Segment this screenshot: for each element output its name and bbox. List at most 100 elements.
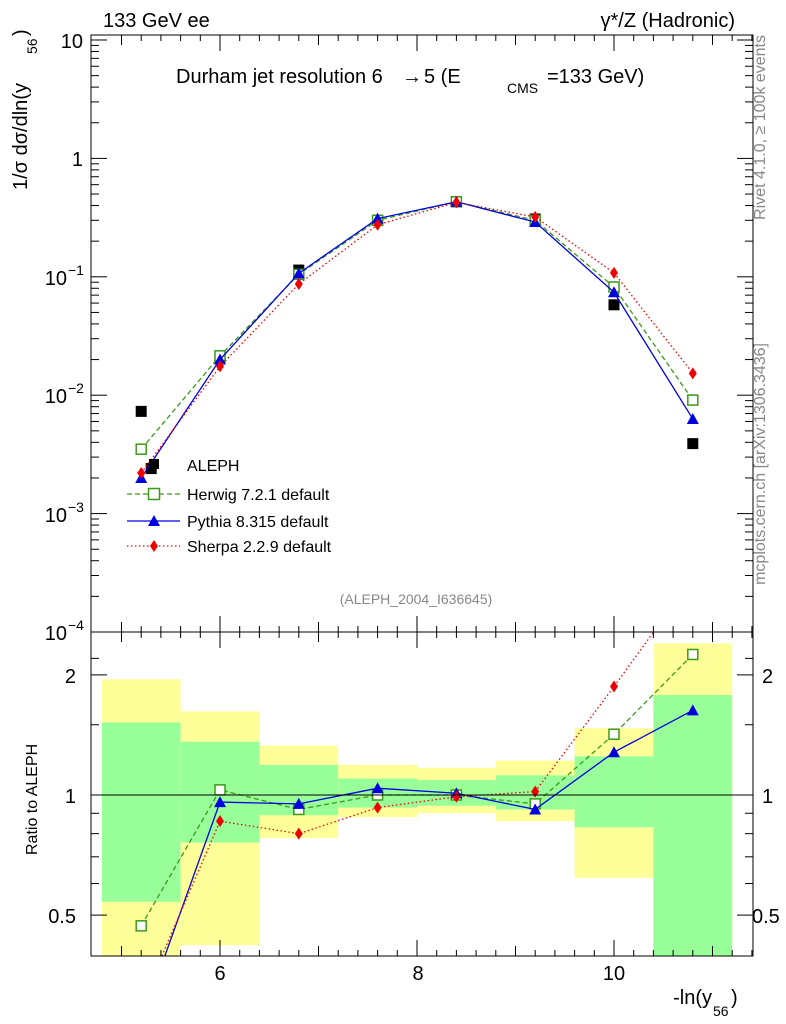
axis-ticks [91,35,753,956]
point-sherpa-4-1 [216,360,224,373]
line-sherpa [140,201,694,474]
point-sherpa-4-0 [137,467,146,480]
ratio-point-pythia-1 [214,796,226,808]
chart-title-sub: CMS [507,80,538,96]
main-series [135,195,699,483]
legend-label-sherpa: Sherpa 2.2.9 default [187,539,332,556]
y-tick-label-1e-2: 10 [45,386,67,408]
legend-marker-aleph [149,459,159,469]
ratio-bands [101,643,733,956]
legend-label-herwig: Herwig 7.2.1 default [187,487,330,504]
ratio-point-herwig-1 [214,784,226,796]
x-tick-label-6: 6 [214,963,225,985]
y-tick-label-1e-3: 10 [45,505,67,527]
y-tick-exp-1e-1: −1 [68,262,84,278]
ratio-y-axis-label: Ratio to ALEPH [24,744,41,855]
ratio-point-pythia-0 [135,1016,147,1024]
chart-title-arrow: → [402,66,422,88]
ratio-y-tick-labels: 2 1 0.5 2 1 0.5 [48,666,780,928]
ratio-y-tick-05-left: 0.5 [48,906,76,928]
rivet-label: Rivet 4.1.0, ≥ 100k events [752,35,769,220]
point-pythia-3-1 [214,353,226,365]
ratio-line-sherpa [161,632,655,956]
chart-title-end: =133 GeV) [547,66,644,88]
analysis-watermark: (ALEPH_2004_I636645) [340,591,493,607]
point-sherpa-4-7 [688,367,697,380]
y-tick-exp-1e-4: −4 [68,617,84,633]
point-aleph-0-0 [135,405,147,417]
y-tick-label-1: 1 [72,149,83,171]
legend-marker-pythia [148,515,160,526]
ratio-line-pythia [164,709,694,956]
x-axis-label-main: -ln(y [673,987,712,1009]
point-pythia-3-2 [292,267,305,279]
ratio-point-pythia-3 [371,782,384,794]
legend-marker-sherpa [150,540,158,552]
x-tick-label-8: 8 [412,963,423,985]
ratio-y-tick-2-left: 2 [65,666,76,688]
ratio-point-pythia-6 [608,746,620,758]
ratio-y-tick-05-right: 0.5 [752,906,780,928]
ratio-point-pythia-7 [686,704,699,716]
point-herwig-2-0 [135,443,147,455]
legend-marker-herwig [147,487,161,501]
ratio-point-herwig-0 [135,920,147,932]
ratio-point-sherpa-7 [689,572,697,584]
y-tick-label-1e-4: 10 [45,623,67,645]
ratio-point-sherpa-2 [294,827,303,840]
point-herwig-2-7 [687,394,699,406]
main-y-axis-label-main: 1/σ dσ/dln(y [10,83,32,190]
point-pythia-3-6 [608,286,620,298]
chart-title-main: Durham jet resolution 6 [176,66,383,88]
band-green-0 [101,722,181,902]
point-sherpa-4-3 [373,218,382,231]
point-aleph-0-7 [687,438,699,450]
legend-label-aleph: ALEPH [187,458,239,475]
main-y-axis-label-close: ) [10,29,32,36]
point-pythia-3-3 [371,212,384,224]
x-tick-label-10: 10 [603,963,625,985]
band-green-7 [653,695,733,956]
ratio-point-herwig-6 [608,728,620,740]
band-green-6 [574,756,654,828]
point-aleph-0-6 [608,299,620,311]
ratio-y-tick-2-right: 2 [762,666,773,688]
ratio-frame [90,631,754,957]
point-sherpa-4-5 [531,210,540,223]
chart-title: Durham jet resolution 6 → 5 (E CMS =133 … [176,66,644,96]
legend-label-pythia: Pythia 8.315 default [187,514,329,531]
ratio-point-sherpa-0 [137,998,145,1010]
x-axis-label-close: ) [731,987,738,1009]
y-tick-label-10: 10 [61,31,83,53]
main-y-tick-labels: 10 1 10 −1 10 −2 10 −3 10 −4 [45,31,84,645]
legend: ALEPH Herwig 7.2.1 default Pythia 8.315 … [127,458,332,556]
ratio-point-sherpa-6 [610,680,618,693]
point-pythia-3-7 [686,412,699,424]
ratio-point-pythia-5 [529,803,542,815]
mcplots-label: mcplots.cern.ch [arXiv:1306.3436] [752,343,769,585]
line-herwig [140,201,694,450]
main-y-axis-label-sub: 56 [24,38,40,54]
chart-title-mid: 5 (E [424,66,461,88]
y-tick-exp-1e-2: −2 [68,380,84,396]
x-axis-label: -ln(y 56 ) [673,987,738,1019]
point-sherpa-4-2 [294,277,303,290]
line-pythia [140,201,694,479]
x-axis-label-sub: 56 [713,1003,729,1019]
ratio-point-sherpa-4 [452,790,461,803]
main-y-axis-label: 1/σ dσ/dln(y 56 ) [10,29,40,190]
ratio-point-herwig-7 [687,648,699,661]
ratio-y-tick-1-left: 1 [65,786,76,808]
ratio-line-herwig [140,654,694,927]
header-left-label: 133 GeV ee [103,10,210,32]
ratio-y-tick-1-right: 1 [762,786,773,808]
header-right-label: γ*/Z (Hadronic) [601,10,735,32]
ratio-point-pythia-2 [292,797,305,809]
point-sherpa-4-6 [610,266,618,279]
ratio-point-sherpa-3 [373,801,382,814]
y-tick-label-1e-1: 10 [45,268,67,290]
ratio-point-sherpa-1 [216,815,224,828]
x-tick-labels: 6 8 10 [214,963,625,985]
point-sherpa-4-4 [452,196,461,209]
